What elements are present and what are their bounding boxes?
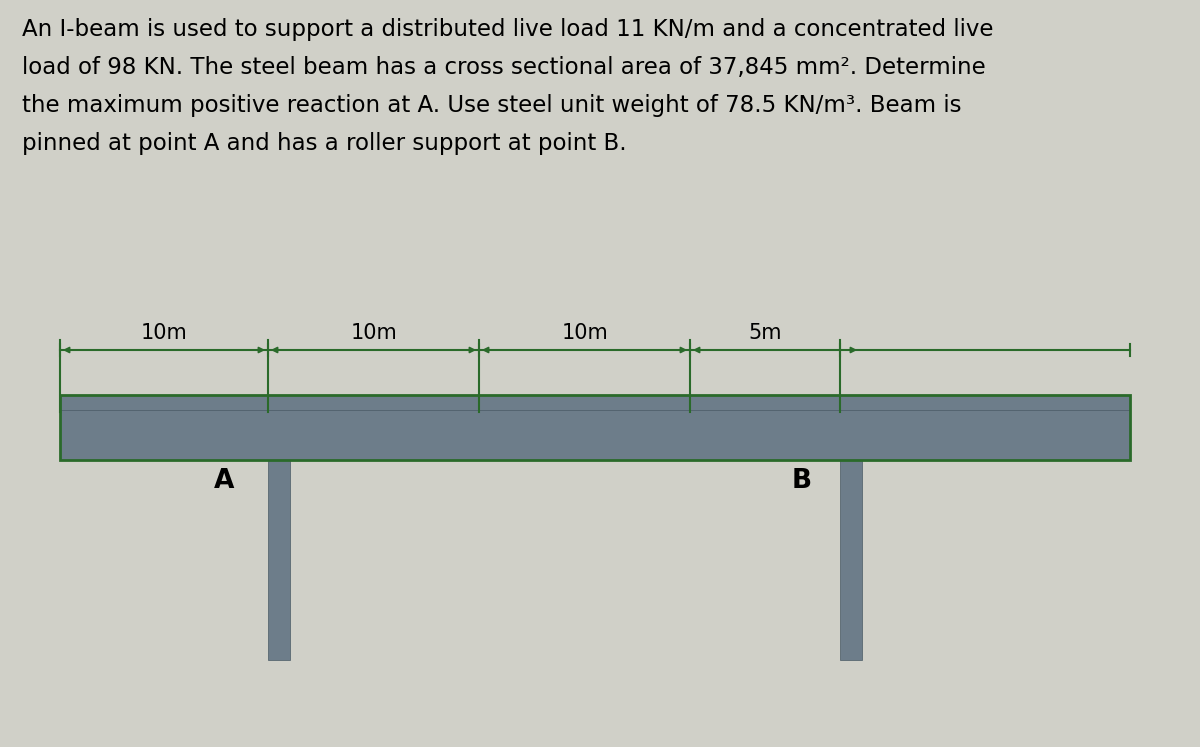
Text: load of 98 KN. The steel beam has a cross sectional area of 37,845 mm². Determin: load of 98 KN. The steel beam has a cros…	[22, 56, 985, 79]
Text: pinned at point A and has a roller support at point B.: pinned at point A and has a roller suppo…	[22, 132, 626, 155]
Text: 10m: 10m	[350, 323, 397, 343]
Text: 5m: 5m	[749, 323, 781, 343]
Bar	[268, 460, 290, 660]
Text: An I-beam is used to support a distributed live load 11 KN/m and a concentrated : An I-beam is used to support a distribut…	[22, 18, 994, 41]
Text: B: B	[792, 468, 812, 494]
Text: A: A	[214, 468, 234, 494]
Bar	[60, 395, 1130, 415]
Bar	[60, 410, 1130, 460]
Text: 10m: 10m	[140, 323, 187, 343]
Bar	[60, 395, 1130, 460]
Text: 10m: 10m	[562, 323, 608, 343]
Bar	[840, 460, 862, 660]
Text: the maximum positive reaction at A. Use steel unit weight of 78.5 KN/m³. Beam is: the maximum positive reaction at A. Use …	[22, 94, 961, 117]
